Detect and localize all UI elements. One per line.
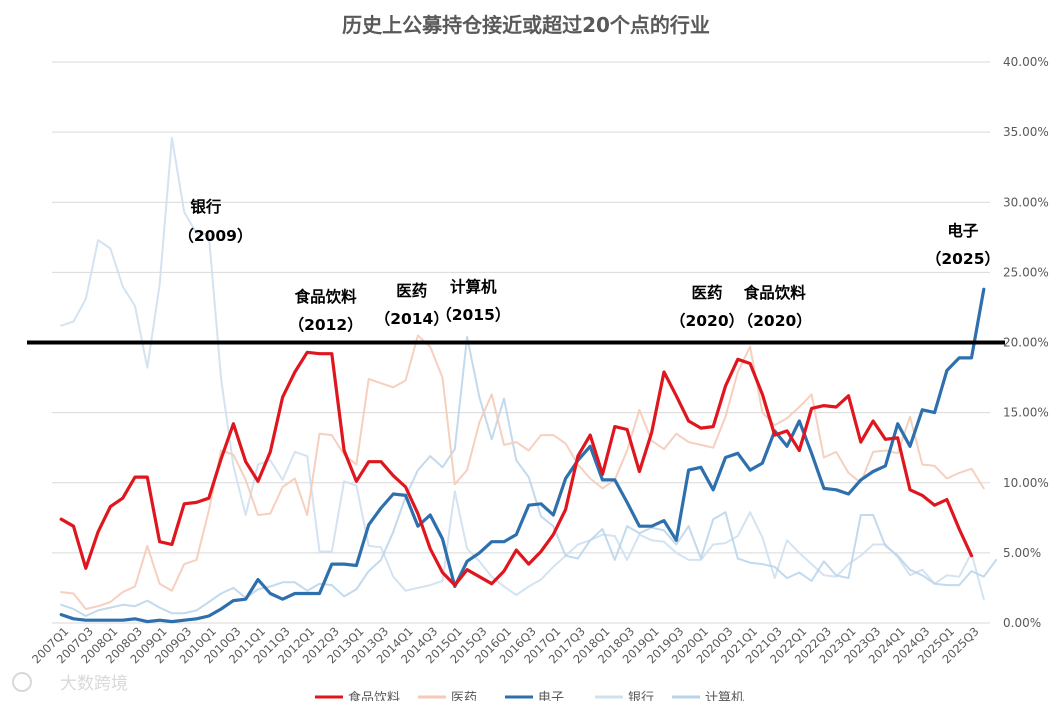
y-tick-label: 25.00% — [1003, 265, 1049, 279]
legend-label: 银行 — [628, 691, 654, 701]
annotation-year: （2009） — [178, 227, 252, 245]
y-tick-label: 20.00% — [1003, 336, 1049, 350]
annotation-industry: 电子 — [947, 221, 979, 240]
watermark-logo-icon — [12, 672, 32, 692]
series-line-3 — [60, 136, 985, 601]
y-axis-ticks: 0.00% 5.00% 10.00% 15.00% 20.00% 25.00% 30.00%… — [1003, 55, 1049, 630]
annotation-industry: 食品饮料 — [294, 287, 358, 306]
series-lines — [59, 136, 998, 624]
legend-label: 食品饮料 — [348, 690, 400, 701]
series-line-4 — [60, 335, 998, 617]
y-tick-label: 0.00% — [1003, 616, 1041, 630]
series-line-0 — [59, 350, 974, 587]
chart-title: 历史上公募持仓接近或超过20个点的行业 — [342, 13, 710, 37]
watermark: 大数跨境 — [12, 672, 128, 694]
annotation-industry: 计算机 — [450, 277, 497, 296]
y-tick-label: 5.00% — [1003, 546, 1041, 560]
series-line-2 — [59, 287, 986, 624]
annotation-year: （2025） — [926, 250, 1000, 268]
annotation-industry: 医药 — [692, 284, 723, 302]
annotation-year: （2020） — [670, 312, 744, 330]
annotation-industry: 医药 — [396, 282, 427, 300]
y-tick-label: 35.00% — [1003, 125, 1049, 139]
annotations: 银行 （2009） 食品饮料 （2012） 医药 （2014）计算机 （2015） 医药 （20… — [178, 197, 1000, 334]
annotation-year: （2015） — [436, 306, 510, 324]
y-tick-label: 15.00% — [1003, 406, 1049, 420]
legend-label: 医药 — [451, 691, 477, 701]
legend: 食品饮料 医药 电子 银行 计算机 — [315, 690, 744, 701]
annotation-year: （2012） — [289, 316, 363, 334]
y-tick-label: 10.00% — [1003, 476, 1049, 490]
legend-label: 计算机 — [705, 691, 744, 701]
annotation-industry: 食品饮料 — [743, 283, 807, 302]
annotation-year: （2020） — [738, 312, 812, 330]
y-tick-label: 40.00% — [1003, 55, 1049, 69]
annotation-year: （2014） — [375, 310, 449, 328]
legend-label: 电子 — [538, 691, 564, 701]
y-tick-label: 30.00% — [1003, 195, 1049, 209]
annotation-industry: 银行 — [190, 197, 222, 216]
watermark-text: 大数跨境 — [60, 674, 128, 694]
x-axis-ticks: 2007Q12007Q32008Q12008Q32009Q12009Q32010… — [29, 624, 982, 666]
